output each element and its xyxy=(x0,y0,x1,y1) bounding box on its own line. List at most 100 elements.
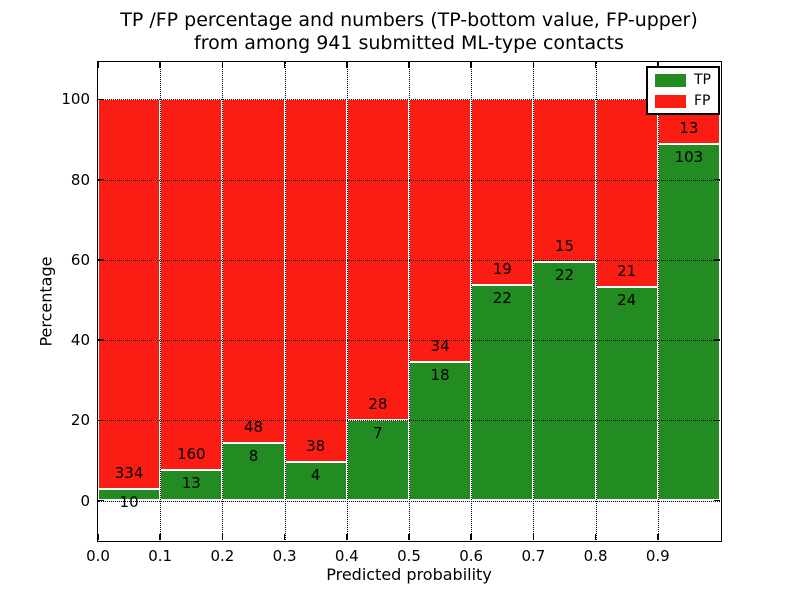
x-tick xyxy=(657,534,659,540)
x-gridline xyxy=(346,62,348,540)
x-tick xyxy=(470,62,472,68)
x-tick xyxy=(159,534,161,540)
x-tick-label: 0.3 xyxy=(272,547,297,565)
x-tick xyxy=(283,534,286,540)
bar-segment-fp xyxy=(284,99,347,463)
bar-segment-fp xyxy=(471,99,534,286)
bar-label-tp: 22 xyxy=(554,265,575,284)
x-tick xyxy=(594,534,597,540)
chart-title-line1: TP /FP percentage and numbers (TP-bottom… xyxy=(120,9,698,31)
x-tick xyxy=(221,534,224,540)
bar-segment-fp xyxy=(595,99,658,287)
bar-label-fp: 34 xyxy=(430,336,450,355)
bar-label-fp: 334 xyxy=(114,463,144,482)
x-tick xyxy=(532,534,535,540)
y-tick-label: 60 xyxy=(70,250,90,269)
y-tick-label: 20 xyxy=(70,411,90,430)
x-tick xyxy=(408,534,410,540)
bar-label-tp: 7 xyxy=(373,424,383,443)
legend-entry: FP xyxy=(655,93,711,109)
x-tick xyxy=(283,62,286,68)
x-tick-label: 0.4 xyxy=(334,547,359,565)
x-tick-label: 0.8 xyxy=(583,547,608,565)
x-tick-label: 0.1 xyxy=(148,547,173,565)
y-tick xyxy=(714,419,720,421)
bar-segment-fp xyxy=(160,99,223,471)
legend: TP FP xyxy=(646,66,720,115)
legend-entry-label: FP xyxy=(694,93,711,109)
x-gridline xyxy=(595,62,597,540)
legend-entry: TP xyxy=(655,72,711,88)
y-gridline xyxy=(98,420,720,422)
x-gridline xyxy=(409,62,410,540)
x-gridline xyxy=(160,62,162,540)
bar-label-tp: 13 xyxy=(181,474,201,493)
x-tick-label: 0.9 xyxy=(645,547,670,565)
y-tick xyxy=(98,499,104,502)
x-tick xyxy=(657,62,659,68)
x-gridline xyxy=(533,62,535,540)
legend-color-patch xyxy=(655,94,686,108)
bar-label-tp: 10 xyxy=(119,492,139,511)
legend-color-patch xyxy=(655,73,686,87)
plot-area: 334 10 160 13 48 8 38 4 28 7 34 18 19 22 15 22 21 24 13 103 xyxy=(98,62,720,540)
x-tick xyxy=(470,534,472,540)
y-tick-label: 100 xyxy=(61,90,90,109)
x-tick-label: 0.2 xyxy=(210,547,235,565)
y-tick-label: 0 xyxy=(80,491,90,510)
bar-label-fp: 19 xyxy=(492,260,512,279)
bar-label-tp: 24 xyxy=(617,290,637,309)
y-tick xyxy=(714,178,720,181)
y-gridline xyxy=(98,340,720,342)
bar-segment-fp xyxy=(222,99,285,444)
legend-entry-label: TP xyxy=(694,72,711,88)
bar-label-tp: 103 xyxy=(674,148,704,167)
x-axis-label: Predicted probability xyxy=(326,565,492,584)
bar-segment-tp xyxy=(284,462,347,501)
x-tick xyxy=(346,62,348,68)
x-tick xyxy=(532,62,535,68)
y-tick-label: 40 xyxy=(70,331,90,350)
y-tick xyxy=(714,259,720,261)
x-tick xyxy=(221,62,224,68)
bar-segment-tp xyxy=(595,286,658,501)
bar-segment-fp xyxy=(409,99,472,362)
y-tick xyxy=(98,339,104,341)
bar-label-tp: 18 xyxy=(430,365,450,384)
x-gridline xyxy=(657,62,659,540)
bar-label-fp: 38 xyxy=(306,437,326,456)
bar-segment-tp xyxy=(657,144,720,501)
bar-segment-tp xyxy=(409,361,472,501)
x-tick-label: 0.6 xyxy=(459,547,484,565)
bar-label-tp: 4 xyxy=(310,466,321,485)
bar-segment-fp xyxy=(533,99,596,262)
bar-segment-tp xyxy=(533,261,596,501)
x-tick xyxy=(594,62,597,68)
bar-label-fp: 21 xyxy=(617,261,637,280)
bar-segment-tp xyxy=(160,470,223,501)
bar-label-tp: 22 xyxy=(492,289,512,308)
x-tick-label: 0.7 xyxy=(521,547,546,565)
bar-segment-tp xyxy=(98,488,161,501)
y-tick xyxy=(714,339,720,341)
y-tick xyxy=(98,259,104,261)
y-tick xyxy=(98,98,104,101)
x-gridline xyxy=(471,62,473,540)
bar-label-fp: 13 xyxy=(679,119,699,138)
x-tick-label: 0.5 xyxy=(397,547,421,565)
bar-label-fp: 48 xyxy=(243,418,264,437)
y-tick-label: 80 xyxy=(70,170,90,189)
bar-label-fp: 160 xyxy=(176,445,206,464)
y-tick xyxy=(714,499,720,502)
y-gridline xyxy=(98,500,720,502)
y-gridline xyxy=(98,99,720,101)
y-gridline xyxy=(98,179,720,181)
y-tick xyxy=(98,178,104,181)
x-tick xyxy=(408,62,410,68)
bar-label-tp: 8 xyxy=(248,447,259,466)
x-gridline xyxy=(284,62,286,540)
bar-label-fp: 15 xyxy=(554,236,575,255)
y-tick xyxy=(98,419,104,421)
bar-segment-fp xyxy=(98,99,161,489)
